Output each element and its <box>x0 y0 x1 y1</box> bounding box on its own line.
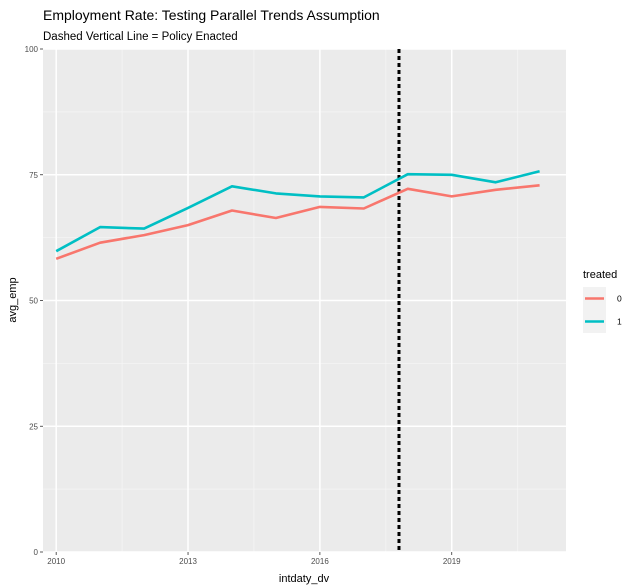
x-tick-label: 2019 <box>443 557 461 566</box>
y-tick-label: 0 <box>34 548 39 557</box>
y-tick-label: 100 <box>25 45 39 54</box>
legend-label-1: 1 <box>617 317 622 327</box>
x-axis-ticks: 2010 2013 2016 2019 <box>47 552 461 566</box>
x-tick-label: 2016 <box>311 557 329 566</box>
chart-title: Employment Rate: Testing Parallel Trends… <box>43 7 380 23</box>
y-axis-label: avg_emp <box>7 277 19 322</box>
series-line-0 <box>55 184 540 261</box>
y-axis-ticks: 0 25 50 75 100 <box>25 45 43 557</box>
legend: treated 0 1 <box>583 269 622 333</box>
series-line-1 <box>55 169 540 253</box>
chart-subtitle: Dashed Vertical Line = Policy Enacted <box>43 31 238 43</box>
y-tick-label: 50 <box>29 297 38 306</box>
legend-label-0: 0 <box>617 294 622 304</box>
x-axis-label: intdaty_dv <box>279 573 330 585</box>
x-tick-label: 2013 <box>179 557 197 566</box>
y-tick-label: 25 <box>29 422 38 431</box>
y-tick-label: 75 <box>29 171 38 180</box>
x-tick-label: 2010 <box>47 557 65 566</box>
legend-title: treated <box>583 269 617 281</box>
series-layer <box>55 169 540 261</box>
grid-lines <box>43 48 566 553</box>
